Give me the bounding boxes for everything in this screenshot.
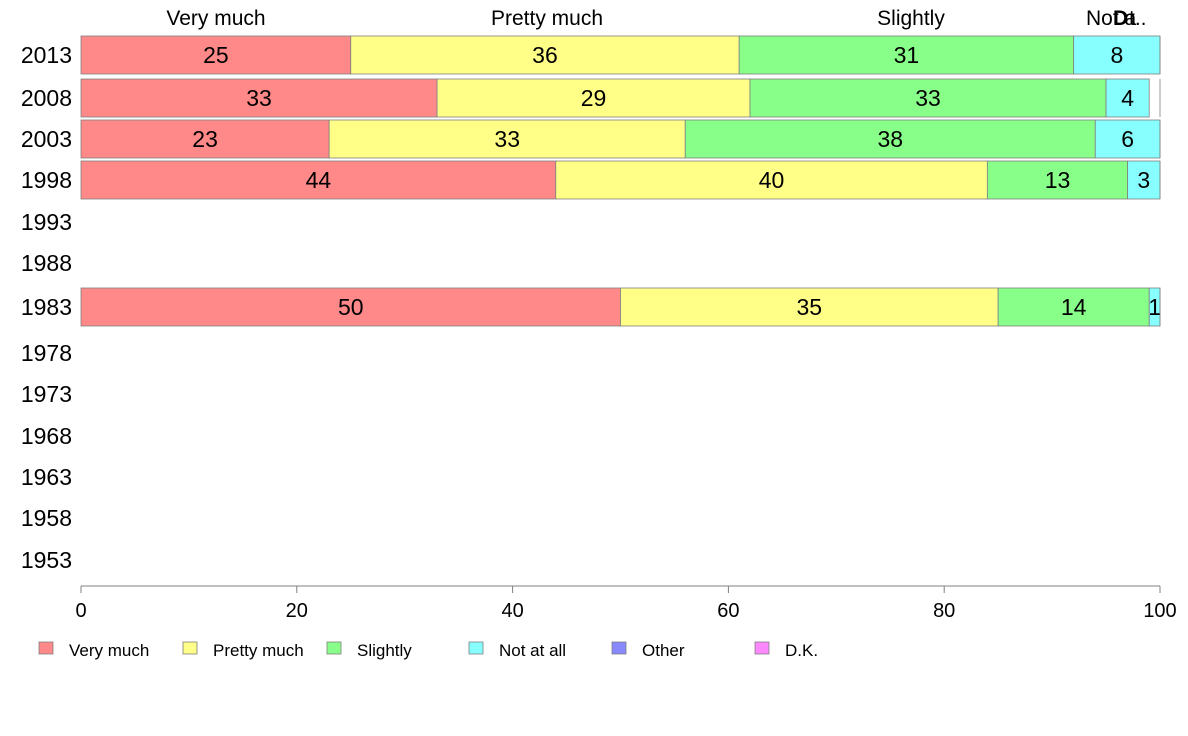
data-label: 36 — [532, 42, 558, 68]
year-label: 1993 — [21, 209, 72, 235]
bar-segment — [328, 119, 686, 159]
legend-label: Pretty much — [213, 641, 304, 660]
bar-segment — [80, 78, 438, 118]
data-label: 23 — [192, 126, 218, 152]
top-label: D — [1113, 7, 1128, 30]
year-label: 1978 — [21, 340, 72, 366]
data-label: 44 — [306, 167, 332, 193]
year-label: 2008 — [21, 85, 72, 111]
top-category-labels: Very much Pretty much Slightly Not aD t.. — [166, 7, 1146, 30]
bar-segment — [1105, 78, 1150, 118]
legend: Very much Pretty much Slightly Not at all Ot… — [38, 641, 818, 660]
year-label: 1968 — [21, 423, 72, 449]
data-label: 3 — [1137, 167, 1150, 193]
data-label: 33 — [246, 85, 272, 111]
year-label: 1953 — [21, 547, 72, 573]
bar-segment — [80, 119, 330, 159]
legend-label: Very much — [69, 641, 149, 660]
legend-swatch — [611, 641, 627, 655]
x-tick-label: 80 — [933, 600, 955, 622]
bar-segment — [555, 160, 988, 200]
data-label: 4 — [1121, 85, 1134, 111]
data-label: 40 — [759, 167, 785, 193]
bar-segment — [1094, 119, 1161, 159]
legend-swatch — [326, 641, 342, 655]
data-label: 1 — [1148, 294, 1161, 320]
top-label: Pretty much — [491, 7, 603, 30]
x-tick-label: 40 — [501, 600, 523, 622]
bar-segment — [986, 160, 1129, 200]
x-tick-label: 60 — [717, 600, 739, 622]
year-label: 1988 — [21, 250, 72, 276]
year-label: 2013 — [21, 42, 72, 68]
x-tick-label: 100 — [1143, 600, 1176, 622]
year-label: 2003 — [21, 126, 72, 152]
legend-swatch — [38, 641, 54, 655]
legend-swatch — [182, 641, 198, 655]
data-label: 6 — [1121, 126, 1134, 152]
bar-segment — [997, 287, 1150, 327]
legend-swatch — [468, 641, 484, 655]
bars: 25 36 31 8 33 29 33 4 23 33 38 6 44 40 13 3 50 35 14 1 — [80, 35, 1161, 327]
bar-segment — [1127, 160, 1161, 200]
legend-label: Slightly — [357, 641, 412, 660]
year-labels: 2013 2008 2003 1998 1993 1988 1983 1978 1973 1968… — [21, 42, 72, 573]
data-label: 31 — [894, 42, 920, 68]
data-label: 33 — [915, 85, 941, 111]
data-label: 38 — [877, 126, 903, 152]
legend-label: Other — [642, 641, 685, 660]
legend-label: D.K. — [785, 641, 818, 660]
year-label: 1963 — [21, 464, 72, 490]
data-label: 33 — [494, 126, 520, 152]
x-tick-label: 20 — [286, 600, 308, 622]
data-label: 35 — [797, 294, 823, 320]
x-tick-label: 0 — [75, 600, 86, 622]
data-label: 14 — [1061, 294, 1087, 320]
year-label: 1983 — [21, 294, 72, 320]
data-label: 25 — [203, 42, 229, 68]
top-label: Slightly — [877, 7, 945, 30]
bar-segment — [620, 287, 999, 327]
top-label: Very much — [166, 7, 265, 30]
x-axis: 0 20 40 60 80 100 — [75, 585, 1177, 622]
bar-segment — [749, 78, 1107, 118]
top-label: t.. — [1129, 7, 1147, 30]
legend-swatch — [754, 641, 770, 655]
data-label: 8 — [1110, 42, 1123, 68]
year-label: 1973 — [21, 381, 72, 407]
year-label: 1998 — [21, 167, 72, 193]
top-label: Not a — [1086, 7, 1137, 30]
data-label: 29 — [581, 85, 607, 111]
bar-segment — [436, 78, 751, 118]
year-label: 1958 — [21, 505, 72, 531]
data-label: 50 — [338, 294, 364, 320]
bar-segment — [80, 287, 621, 327]
bar-segment — [350, 35, 740, 75]
legend-label: Not at all — [499, 641, 566, 660]
data-label: 13 — [1045, 167, 1071, 193]
